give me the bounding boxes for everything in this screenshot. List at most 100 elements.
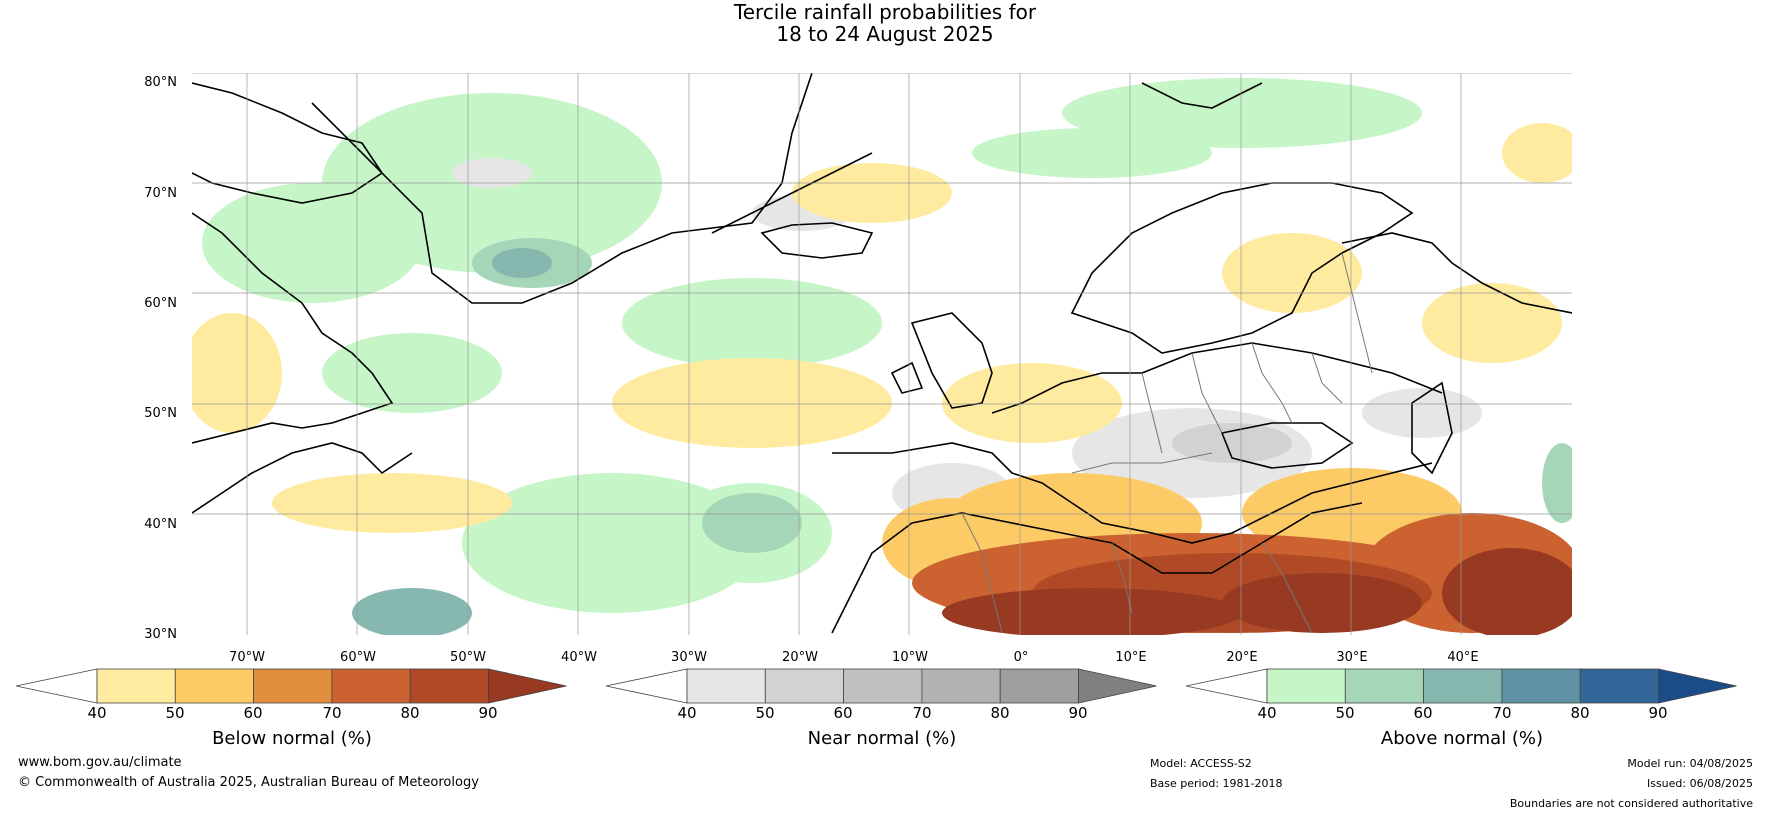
below-tick: 80 xyxy=(400,704,420,722)
below-normal-area xyxy=(272,473,512,533)
above-normal-area xyxy=(972,128,1212,178)
website-link[interactable]: www.bom.gov.au/climate xyxy=(18,755,182,770)
above-normal-area xyxy=(1062,78,1422,148)
above-tick: 70 xyxy=(1492,704,1512,722)
colorbar-segment xyxy=(1266,668,1346,704)
colorbar-segment xyxy=(96,668,176,704)
below-normal-area xyxy=(792,163,952,223)
above-tick: 50 xyxy=(1335,704,1355,722)
above-normal-area xyxy=(1542,443,1572,523)
near-normal-area xyxy=(452,158,532,188)
lon-label-50w: 50°W xyxy=(450,650,486,665)
above-tick: 80 xyxy=(1570,704,1590,722)
colorbar-under-triangle xyxy=(16,668,98,704)
below-normal-area xyxy=(1502,123,1572,183)
below-normal-area xyxy=(1222,233,1362,313)
below-normal-area xyxy=(942,363,1122,443)
colorbar-segment xyxy=(686,668,766,704)
map-canvas xyxy=(192,73,1572,635)
colorbar-segment xyxy=(921,668,1001,704)
colorbar-segment xyxy=(843,668,923,704)
near-tick: 70 xyxy=(912,704,932,722)
colorbar-near-label: Near normal (%) xyxy=(807,728,957,749)
rainfall-probability-map xyxy=(192,73,1572,635)
near-normal-area xyxy=(1362,388,1482,438)
colorbar-segment xyxy=(1501,668,1581,704)
above-normal-area xyxy=(202,183,422,303)
near-tick: 50 xyxy=(755,704,775,722)
above-normal-area xyxy=(622,278,882,368)
lat-label-70n: 70°N xyxy=(144,186,177,201)
colorbar-above-normal xyxy=(1186,668,1738,704)
lon-label-40w: 40°W xyxy=(561,650,597,665)
near-tick: 40 xyxy=(677,704,697,722)
lon-label-70w: 70°W xyxy=(229,650,265,665)
below-normal-area xyxy=(1442,548,1572,635)
above-tick: 40 xyxy=(1257,704,1277,722)
graticule xyxy=(192,73,1572,635)
colorbar-over-triangle xyxy=(488,668,567,704)
boundary-disclaimer: Boundaries are not considered authoritat… xyxy=(1509,797,1753,810)
lon-label-0: 0° xyxy=(1013,650,1029,665)
model-run-date: Model run: 04/08/2025 xyxy=(1627,757,1753,770)
below-tick: 40 xyxy=(87,704,107,722)
lon-label-10w: 10°W xyxy=(892,650,928,665)
near-tick: 60 xyxy=(833,704,853,722)
colorbar-segment xyxy=(1344,668,1425,704)
colorbar-near-normal xyxy=(606,668,1158,704)
lon-label-20e: 20°E xyxy=(1226,650,1258,665)
above-normal-area xyxy=(702,493,802,553)
near-tick: 80 xyxy=(990,704,1010,722)
issued-date: Issued: 06/08/2025 xyxy=(1646,777,1753,790)
colorbar-segment xyxy=(253,668,333,704)
colorbar-segment xyxy=(1579,668,1659,704)
below-normal-area xyxy=(1222,573,1422,633)
colorbar-segment xyxy=(331,668,411,704)
above-normal-area xyxy=(352,588,472,635)
model-name: Model: ACCESS-S2 xyxy=(1150,757,1252,770)
lon-label-10e: 10°E xyxy=(1115,650,1147,665)
colorbar-below-normal xyxy=(16,668,568,704)
base-period: Base period: 1981-2018 xyxy=(1150,777,1283,790)
lat-label-50n: 50°N xyxy=(144,406,177,421)
below-tick: 60 xyxy=(243,704,263,722)
below-tick: 50 xyxy=(165,704,185,722)
lon-label-20w: 20°W xyxy=(782,650,818,665)
colorbar-above-label: Above normal (%) xyxy=(1380,728,1544,749)
above-tick: 60 xyxy=(1413,704,1433,722)
colorbar-under-triangle xyxy=(1186,668,1268,704)
colorbar-segment xyxy=(764,668,845,704)
lat-label-40n: 40°N xyxy=(144,517,177,532)
lon-label-60w: 60°W xyxy=(340,650,376,665)
below-normal-area xyxy=(942,588,1242,635)
coastlines xyxy=(192,73,1572,634)
near-tick: 90 xyxy=(1068,704,1088,722)
colorbar-segment xyxy=(999,668,1079,704)
colorbar-segment xyxy=(1423,668,1503,704)
above-normal-area xyxy=(492,248,552,278)
near-normal-area xyxy=(1172,423,1292,463)
copyright-text: © Commonwealth of Australia 2025, Austra… xyxy=(18,775,479,790)
above-tick: 90 xyxy=(1648,704,1668,722)
lat-label-80n: 80°N xyxy=(144,75,177,90)
colorbar-segment xyxy=(174,668,255,704)
below-normal-area xyxy=(612,358,892,448)
below-normal-area xyxy=(1422,283,1562,363)
colorbar-segment xyxy=(409,668,489,704)
above-normal-area xyxy=(322,333,502,413)
map-title-line1: Tercile rainfall probabilities for xyxy=(733,0,1037,24)
probability-fill-layer xyxy=(192,78,1572,635)
lon-label-40e: 40°E xyxy=(1447,650,1479,665)
colorbar-over-triangle xyxy=(1658,668,1737,704)
below-normal-area xyxy=(192,313,282,433)
colorbar-under-triangle xyxy=(606,668,688,704)
below-tick: 70 xyxy=(322,704,342,722)
lat-label-60n: 60°N xyxy=(144,296,177,311)
colorbar-below-label: Below normal (%) xyxy=(212,728,372,749)
lon-label-30e: 30°E xyxy=(1336,650,1368,665)
country-borders xyxy=(961,252,1373,634)
lat-label-30n: 30°N xyxy=(144,627,177,642)
below-tick: 90 xyxy=(478,704,498,722)
lon-label-30w: 30°W xyxy=(671,650,707,665)
colorbar-over-triangle xyxy=(1078,668,1157,704)
